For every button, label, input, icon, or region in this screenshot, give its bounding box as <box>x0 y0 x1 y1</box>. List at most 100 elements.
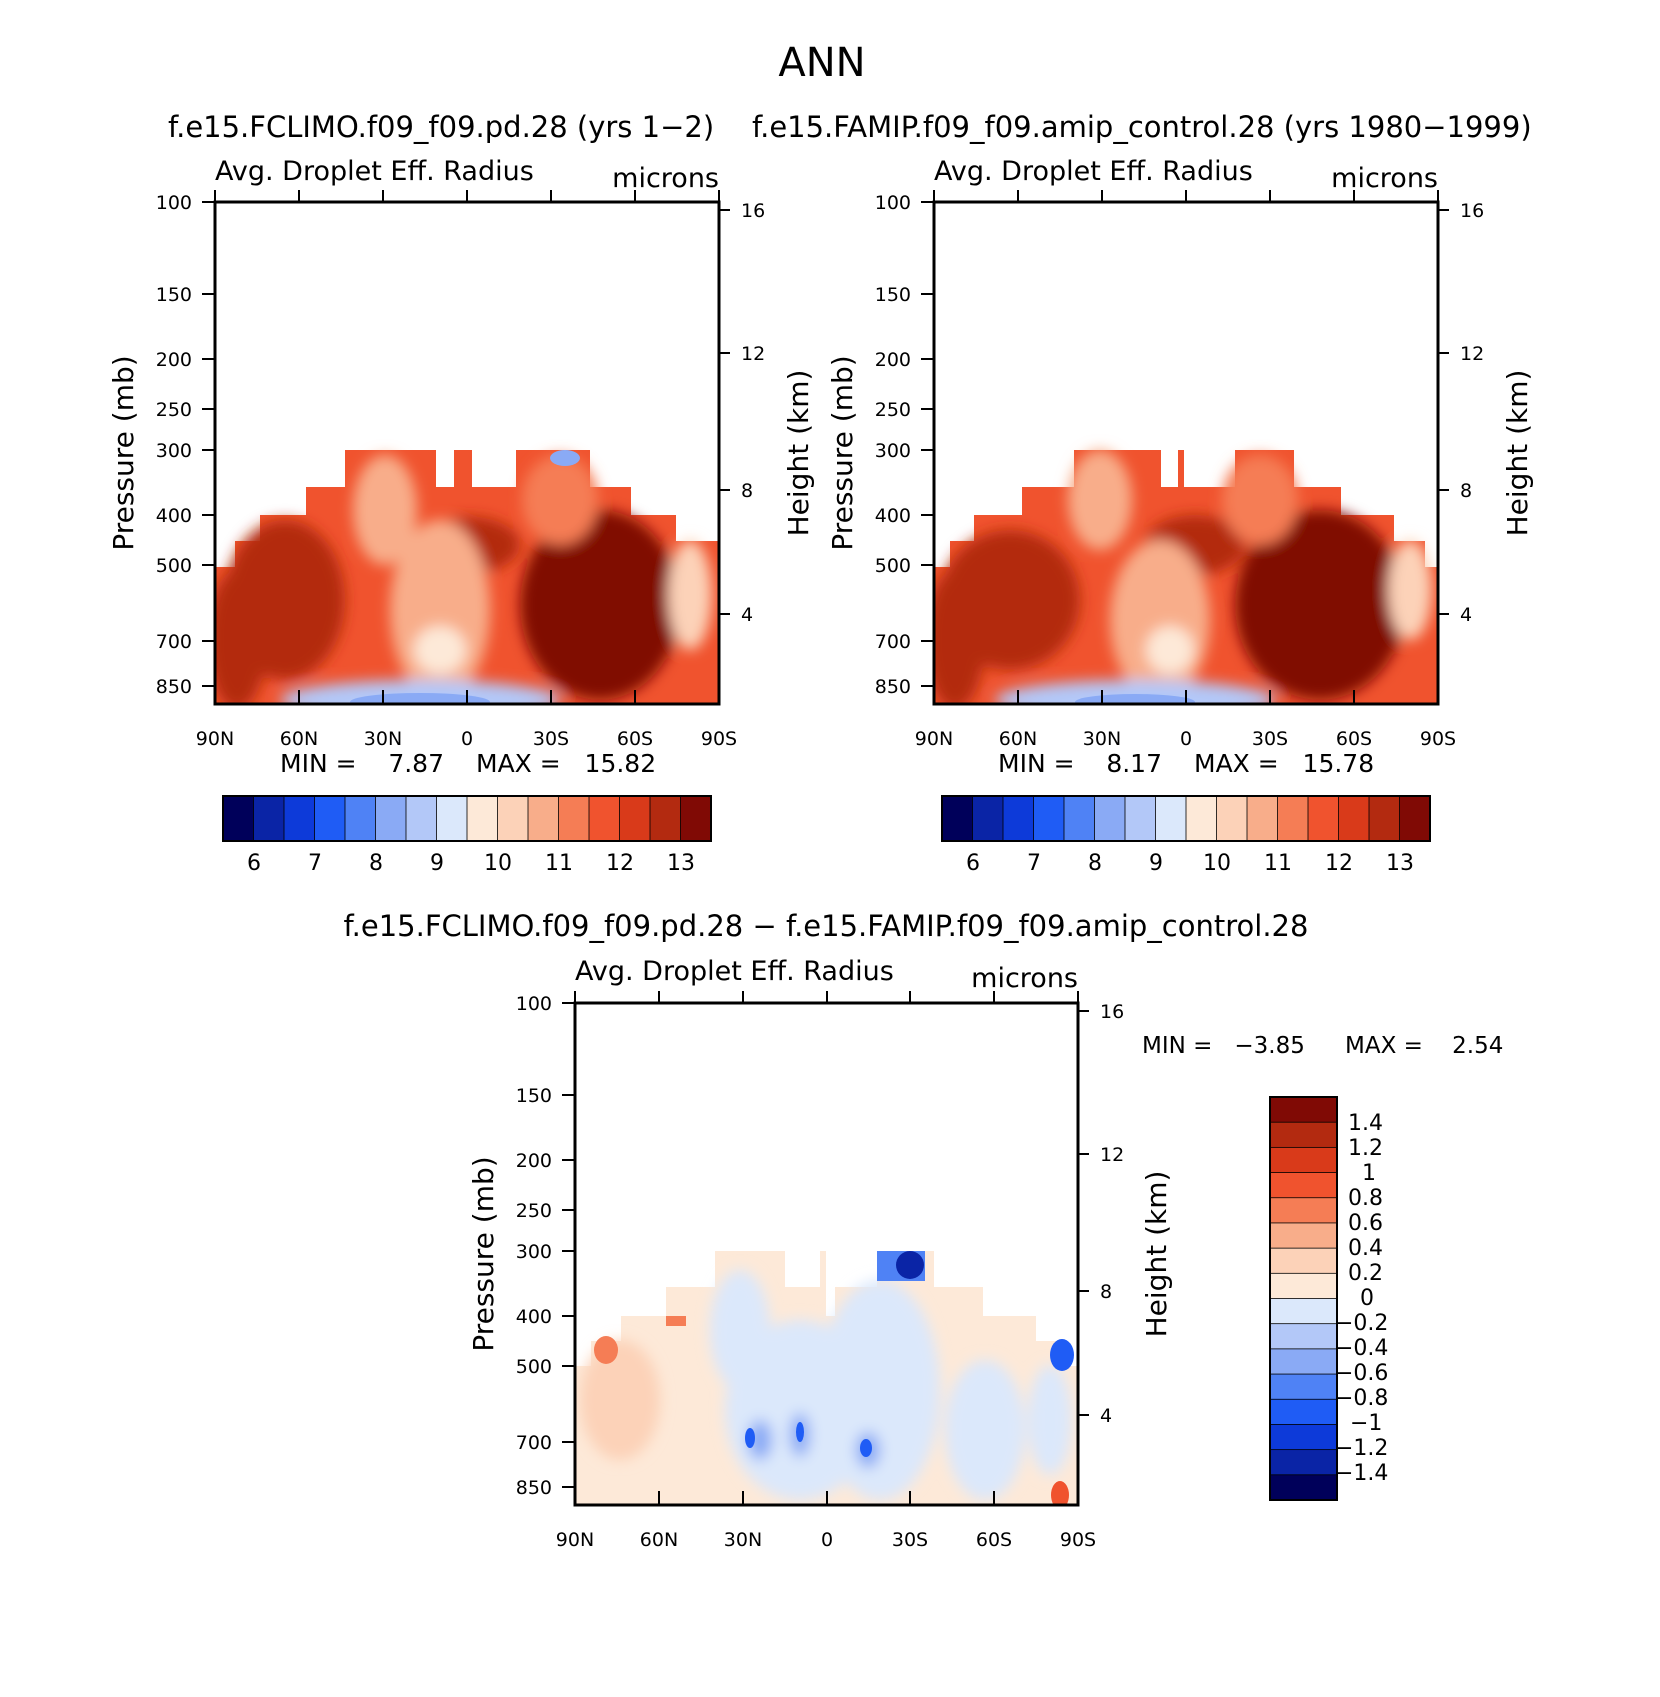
colorbar-label: 10 <box>484 851 512 876</box>
pressure-tick-labels: 100 150 200 250 300 400 500 700 850 <box>875 192 911 698</box>
colorbar-swatch <box>680 795 712 842</box>
colorbar-label: 7 <box>1027 851 1041 876</box>
colorbar-swatch <box>1124 795 1157 842</box>
height-tick-label: 4 <box>741 604 753 626</box>
height-tick-label: 16 <box>1460 200 1484 222</box>
colorbar-label: 9 <box>1149 851 1163 876</box>
x-tick-label: 30S <box>892 1529 928 1551</box>
colorbar-label: 6 <box>966 851 980 876</box>
contour-blob <box>1051 1481 1069 1505</box>
colorbar-swatch <box>1216 795 1248 842</box>
pressure-tick-label: 100 <box>875 192 911 214</box>
colorbar-label: −0.8 <box>1335 1386 1388 1411</box>
contour-field <box>934 450 1438 704</box>
min-readout: MIN = 7.87 <box>280 749 444 778</box>
contour-blob <box>1028 1365 1072 1475</box>
max-readout: MAX = 2.54 <box>1345 1033 1503 1059</box>
units-label: microns <box>971 963 1078 994</box>
contour-blob <box>668 540 712 650</box>
x-tick-labels: 90N 60N 30N 0 30S 60S 90S <box>556 1529 1096 1551</box>
colorbar-label: 13 <box>1386 851 1414 876</box>
pressure-tick-label: 250 <box>156 399 192 421</box>
colorbar-swatch <box>941 795 974 842</box>
x-tick-label: 60S <box>1336 728 1372 750</box>
height-tick-label: 8 <box>741 480 753 502</box>
pressure-tick-label: 850 <box>875 676 911 698</box>
colorbar-label: 7 <box>308 851 322 876</box>
colorbar-swatch <box>466 795 499 842</box>
contour-blob <box>1050 1339 1074 1371</box>
colorbar-swatch <box>1246 795 1279 842</box>
y-axis-label: Pressure (mb) <box>107 355 140 550</box>
pressure-tick-label: 400 <box>156 505 192 527</box>
colorbar-swatch <box>1269 1398 1338 1426</box>
colorbar-frame <box>222 795 712 842</box>
contour-blob <box>522 455 598 545</box>
pressure-tick-label: 500 <box>156 555 192 577</box>
colorbar-swatch <box>375 795 407 842</box>
contour-blob <box>796 1422 804 1442</box>
contour-blob <box>414 626 466 674</box>
height-tick-labels: 16 12 8 4 <box>1100 1001 1124 1427</box>
colorbar-label: −1.4 <box>1335 1461 1388 1486</box>
colorbar-swatch <box>497 795 529 842</box>
pressure-tick-label: 700 <box>516 1432 552 1454</box>
panel-top-right: f.e15.FAMIP.f09_f09.amip_control.28 (yrs… <box>752 110 1534 876</box>
colorbar-swatch <box>1033 795 1065 842</box>
x-tick-label: 0 <box>821 1529 833 1551</box>
pressure-tick-label: 250 <box>875 399 911 421</box>
colorbar-swatch <box>1269 1449 1338 1476</box>
colorbar-swatch <box>1063 795 1096 842</box>
height-tick-label: 16 <box>741 200 765 222</box>
colorbar-swatch <box>1269 1121 1338 1149</box>
pressure-tick-label: 700 <box>875 631 911 653</box>
pressure-tick-label: 300 <box>156 440 192 462</box>
colorbar-label: 8 <box>369 851 383 876</box>
pressure-tick-label: 500 <box>875 555 911 577</box>
units-label: microns <box>1331 163 1438 194</box>
pressure-tick-label: 400 <box>875 505 911 527</box>
contour-blob <box>1235 510 1405 700</box>
colorbar-label: 0.6 <box>1348 1211 1383 1236</box>
pressure-tick-labels: 100 150 200 250 300 400 500 700 850 <box>156 192 192 698</box>
tick-marks <box>562 991 1089 1505</box>
colorbar-label: 11 <box>1264 851 1292 876</box>
contour-blob <box>215 570 267 704</box>
colorbar-swatch <box>1269 1222 1338 1249</box>
colorbar-swatch <box>344 795 377 842</box>
pressure-tick-label: 200 <box>516 1150 552 1172</box>
pressure-tick-label: 150 <box>516 1085 552 1107</box>
x-tick-label: 60N <box>640 1529 678 1551</box>
colorbar-label: 1.2 <box>1348 1136 1383 1161</box>
colorbar-label: −1.2 <box>1335 1436 1388 1461</box>
case-title: f.e15.FAMIP.f09_f09.amip_control.28 (yrs… <box>752 110 1532 144</box>
tick-marks <box>202 190 730 704</box>
pressure-tick-label: 200 <box>156 349 192 371</box>
colorbar-swatches <box>1269 1096 1338 1501</box>
contour-blob <box>745 1428 755 1448</box>
pressure-tick-label: 850 <box>156 676 192 698</box>
colorbar-label: −1 <box>1350 1411 1382 1436</box>
colorbar-label: 10 <box>1203 851 1231 876</box>
colorbar-swatch <box>1269 1247 1338 1275</box>
colorbar-swatch <box>1269 1474 1338 1501</box>
colorbar-label: 13 <box>667 851 695 876</box>
colorbar-swatch <box>972 795 1004 842</box>
colorbar-labels: 1.4 1.2 1 0.8 0.6 0.4 0.2 0 −0.2 −0.4 −0… <box>1335 1111 1388 1486</box>
contour-blob <box>1222 455 1298 545</box>
colorbar-swatch <box>1338 795 1370 842</box>
x-tick-label: 30N <box>364 728 402 750</box>
colorbar-label: −0.2 <box>1335 1311 1388 1336</box>
contour-blob <box>550 450 580 466</box>
height-tick-label: 8 <box>1100 1281 1112 1303</box>
variable-label: Avg. Droplet Eff. Radius <box>934 156 1253 187</box>
contour-blob <box>350 693 490 704</box>
contour-blob <box>945 1360 1025 1500</box>
colorbar-swatch <box>619 795 651 842</box>
x-tick-label: 30S <box>533 728 569 750</box>
height-tick-labels: 16 12 8 4 <box>741 200 765 626</box>
pressure-tick-label: 300 <box>875 440 911 462</box>
colorbar-swatch <box>222 795 255 842</box>
max-readout: MAX = 15.78 <box>1194 749 1374 778</box>
panel-difference: f.e15.FCLIMO.f09_f09.pd.28 − f.e15.FAMIP… <box>344 909 1504 1551</box>
